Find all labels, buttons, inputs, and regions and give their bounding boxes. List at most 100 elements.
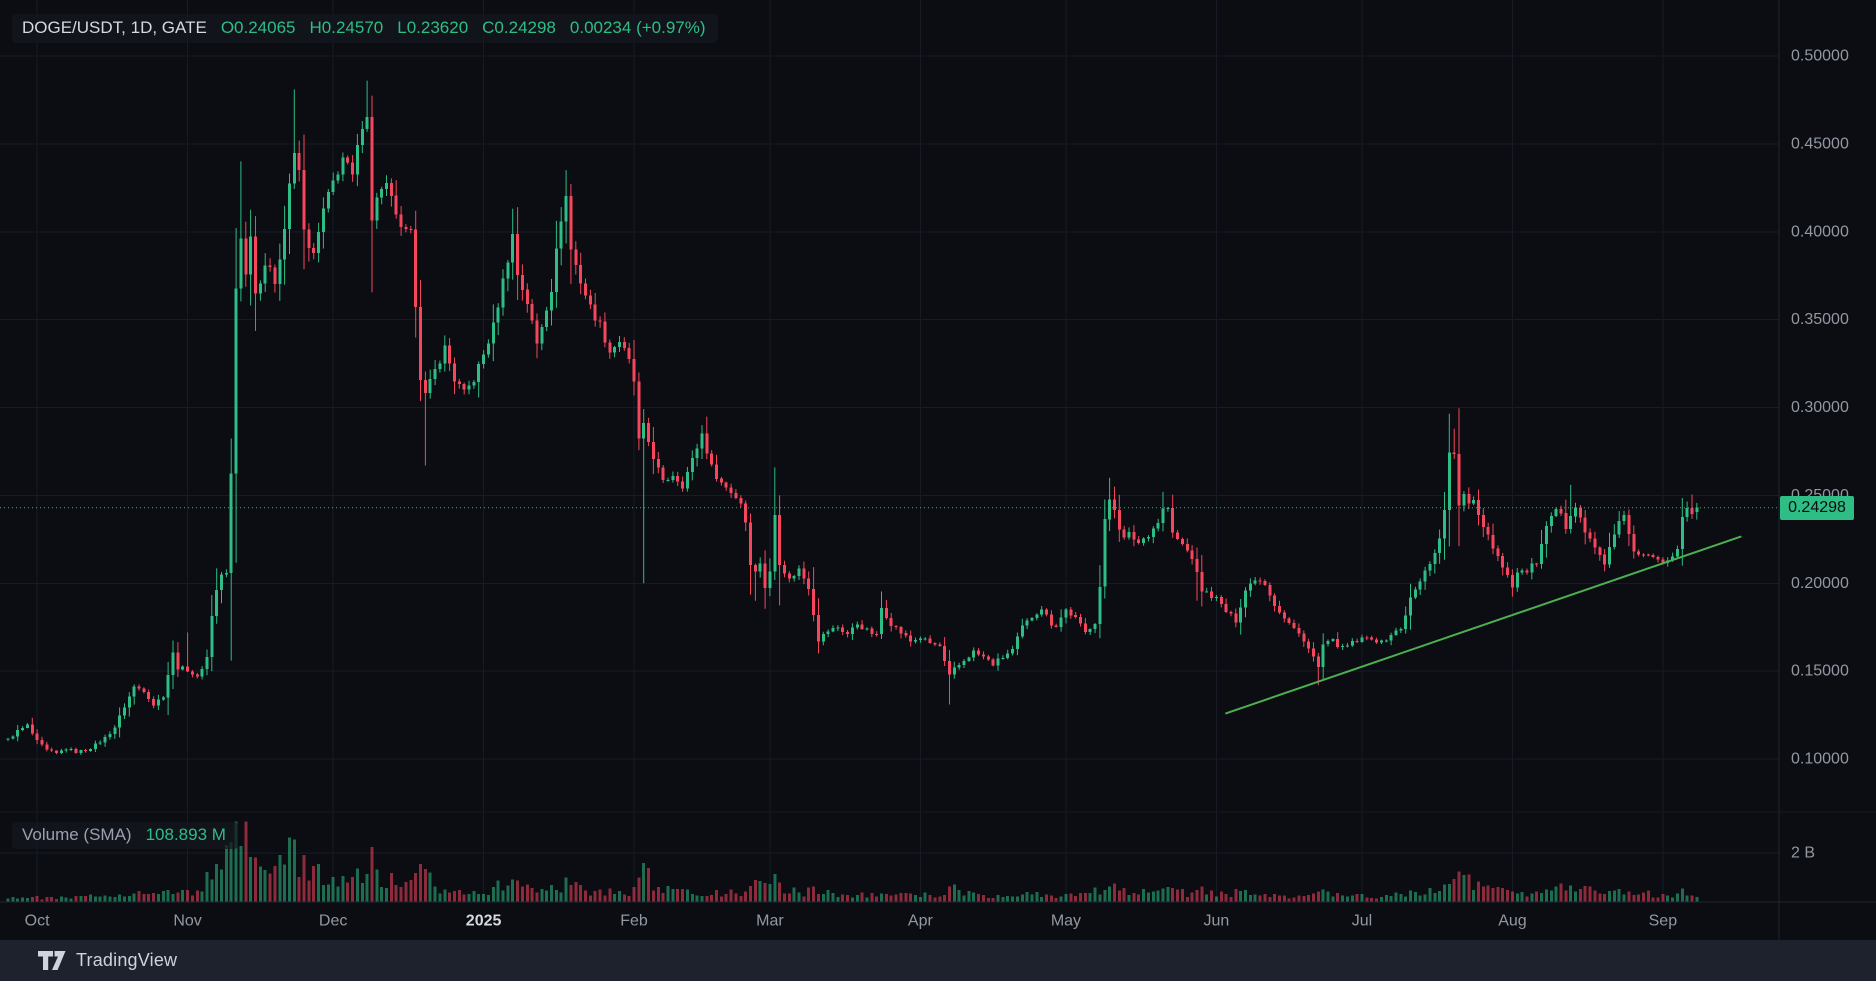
- volume-bar: [1244, 890, 1247, 902]
- volume-bar: [297, 877, 301, 902]
- candle-body: [802, 568, 806, 579]
- volume-bar: [1113, 883, 1116, 902]
- candle-body: [486, 343, 490, 355]
- volume-bar: [1549, 890, 1553, 902]
- volume-bar: [404, 881, 408, 902]
- candle-body: [1268, 585, 1272, 596]
- candle-body: [661, 467, 665, 481]
- volume-bar: [360, 883, 364, 902]
- month-label: Nov: [173, 913, 201, 930]
- volume-bar: [1433, 892, 1437, 902]
- volume-legend: Volume (SMA) 108.893 M: [12, 822, 238, 849]
- candle-body: [69, 748, 73, 750]
- candle-body: [1069, 609, 1073, 616]
- volume-bar: [632, 886, 636, 902]
- volume-bar: [1302, 896, 1306, 902]
- volume-bar: [321, 885, 325, 902]
- volume-bar: [933, 897, 937, 902]
- candle-body: [190, 671, 194, 675]
- volume-bar: [826, 890, 830, 902]
- volume-bar: [1190, 892, 1194, 902]
- month-label: Mar: [756, 913, 784, 930]
- candle-body: [50, 749, 54, 751]
- volume-bar: [1443, 884, 1446, 902]
- volume-bar: [506, 885, 510, 902]
- volume-bar: [554, 889, 558, 902]
- candle-body: [739, 498, 743, 504]
- candle-body: [651, 442, 655, 460]
- volume-bar: [302, 855, 306, 902]
- volume-bar: [55, 898, 58, 902]
- candle-body: [147, 692, 151, 700]
- volume-bar: [239, 845, 243, 902]
- volume-bar: [618, 891, 621, 902]
- candle-body: [1559, 509, 1563, 514]
- volume-bar: [1477, 881, 1480, 902]
- chart-canvas[interactable]: 0.500000.450000.400000.350000.300000.250…: [0, 0, 1876, 940]
- candle-body: [1331, 639, 1335, 642]
- volume-bar: [220, 869, 223, 902]
- volume-bar: [1195, 890, 1199, 902]
- candle-body: [1481, 514, 1485, 527]
- volume-bar: [215, 864, 219, 902]
- volume-bar: [1559, 883, 1563, 902]
- tradingview-logo[interactable]: TradingView: [38, 950, 177, 971]
- candle-body: [554, 248, 558, 292]
- candle-body: [254, 236, 257, 294]
- candle-body: [967, 657, 971, 662]
- volume-bar: [1088, 893, 1092, 902]
- candle-body: [603, 321, 607, 343]
- volume-bar: [967, 891, 971, 902]
- candle-body: [1598, 547, 1602, 555]
- time-axis[interactable]: [0, 902, 1779, 940]
- candle-body: [1535, 563, 1539, 565]
- candle-body: [506, 262, 510, 279]
- candle-body: [113, 727, 117, 734]
- candle-body: [1079, 616, 1082, 624]
- tradingview-logo-icon: [38, 950, 66, 971]
- symbol-title[interactable]: DOGE/USDT, 1D, GATE: [22, 18, 207, 37]
- candle-body: [749, 522, 752, 565]
- candle-body: [1219, 597, 1223, 604]
- candle-body: [389, 183, 393, 196]
- candle-body: [1651, 554, 1655, 557]
- volume-bar: [89, 894, 92, 902]
- candle-body: [894, 626, 898, 628]
- volume-bar: [666, 885, 670, 902]
- tradingview-brand-text: TradingView: [76, 950, 178, 970]
- candle-body: [1132, 531, 1136, 540]
- volume-bar: [292, 839, 296, 902]
- volume-bar: [850, 897, 854, 902]
- candle-body: [962, 661, 966, 665]
- candle-body: [768, 571, 772, 588]
- volume-bar: [1239, 890, 1243, 902]
- volume-bar: [161, 890, 165, 902]
- volume-bar: [982, 894, 985, 902]
- candle-body: [1360, 637, 1364, 642]
- volume-bar: [943, 894, 947, 902]
- candle-body: [710, 453, 714, 465]
- candle-body: [336, 174, 340, 181]
- chart-background: [0, 0, 1876, 940]
- candle-body: [1540, 543, 1543, 565]
- candle-body: [137, 686, 141, 689]
- candle-body: [1015, 636, 1019, 650]
- volume-bar: [288, 837, 291, 902]
- volume-bar: [1054, 897, 1058, 902]
- candle-body: [404, 227, 408, 230]
- volume-bar: [637, 877, 641, 902]
- candle-body: [1239, 607, 1243, 623]
- candle-body: [1098, 586, 1102, 625]
- price-axis[interactable]: [1779, 0, 1876, 902]
- volume-bar: [385, 887, 388, 902]
- candle-body: [724, 482, 728, 488]
- volume-bar: [734, 893, 738, 902]
- volume-bar: [336, 886, 340, 902]
- volume-bar: [1467, 874, 1471, 902]
- volume-legend-label[interactable]: Volume (SMA): [22, 825, 132, 844]
- volume-bar: [50, 897, 54, 902]
- volume-bar: [870, 892, 874, 902]
- candlestick-chart-svg[interactable]: 0.500000.450000.400000.350000.300000.250…: [0, 0, 1876, 940]
- volume-bar: [1666, 895, 1670, 902]
- candle-body: [753, 564, 757, 572]
